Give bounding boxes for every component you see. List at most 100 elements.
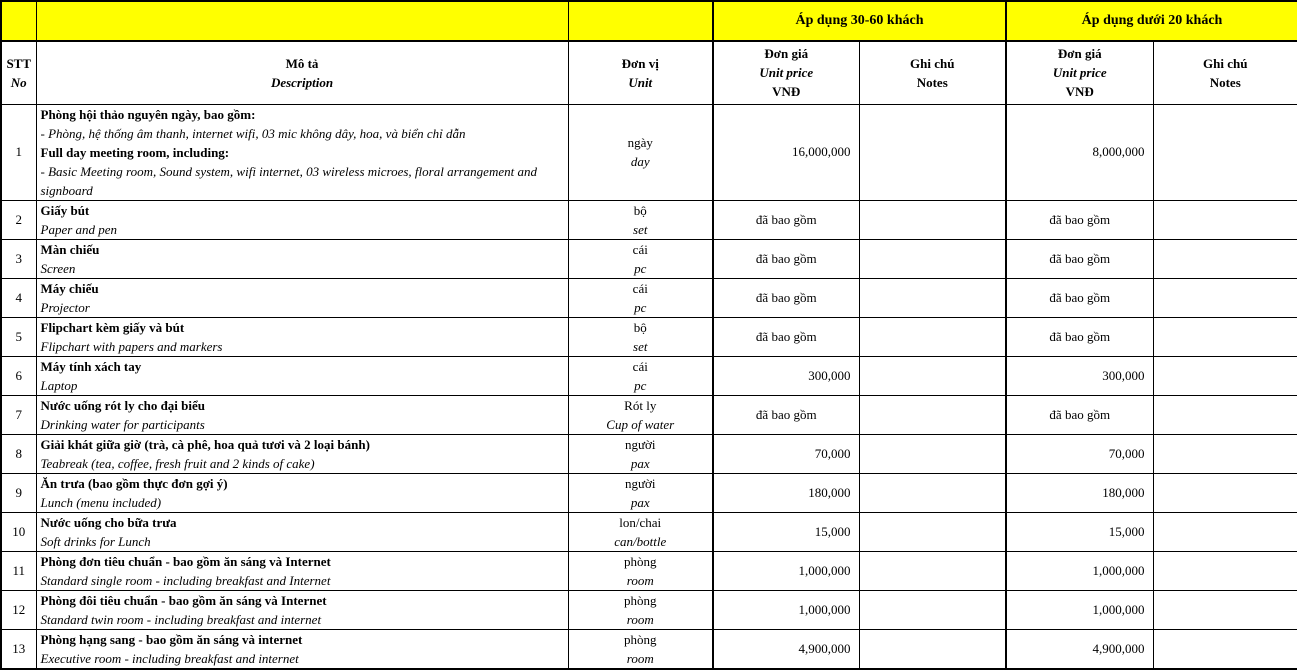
row-number-cell: 1 bbox=[1, 104, 36, 200]
col-header-no-en: No bbox=[2, 73, 36, 92]
notes-30-60-cell bbox=[859, 104, 1006, 200]
description-line: Phòng hội thảo nguyên ngày, bao gồm: bbox=[41, 105, 564, 124]
unit-vietnamese: cái bbox=[569, 240, 713, 259]
unit-vietnamese: cái bbox=[569, 279, 713, 298]
col-header-description: Mô tả Description bbox=[36, 41, 568, 104]
notes-under-20-cell bbox=[1153, 356, 1297, 395]
group-header-30-60-guests: Áp dụng 30-60 khách bbox=[713, 1, 1006, 41]
table-row: 8 Giải khát giữa giờ (trà, cà phê, hoa q… bbox=[1, 434, 1297, 473]
description-line: Phòng đơn tiêu chuẩn - bao gồm ăn sáng v… bbox=[41, 552, 564, 571]
unit-cell: cái pc bbox=[568, 278, 713, 317]
unit-english: pc bbox=[569, 259, 713, 278]
notes-under-20-cell bbox=[1153, 512, 1297, 551]
unit-cell: cái pc bbox=[568, 356, 713, 395]
col-header-currency-vnd: VNĐ bbox=[1007, 82, 1153, 101]
unit-cell: người pax bbox=[568, 434, 713, 473]
description-line: Paper and pen bbox=[41, 220, 564, 239]
col-header-unitprice-en: Unit price bbox=[1007, 63, 1153, 82]
unit-english: day bbox=[569, 152, 713, 171]
unit-cell: bộ set bbox=[568, 317, 713, 356]
unit-vietnamese: phòng bbox=[569, 552, 713, 571]
description-line: Máy tính xách tay bbox=[41, 357, 564, 376]
unit-english: set bbox=[569, 337, 713, 356]
description-cell: Phòng hội thảo nguyên ngày, bao gồm:- Ph… bbox=[36, 104, 568, 200]
row-number-cell: 10 bbox=[1, 512, 36, 551]
unit-price-30-60-cell: đã bao gồm bbox=[713, 278, 859, 317]
description-line: Drinking water for participants bbox=[41, 415, 564, 434]
row-number-cell: 3 bbox=[1, 239, 36, 278]
unit-price-under-20-cell: 300,000 bbox=[1006, 356, 1153, 395]
unit-price-under-20-cell: đã bao gồm bbox=[1006, 239, 1153, 278]
unit-english: pax bbox=[569, 454, 713, 473]
unit-vietnamese: phòng bbox=[569, 630, 713, 649]
description-line: Flipchart kèm giấy và bút bbox=[41, 318, 564, 337]
description-lines: Phòng hội thảo nguyên ngày, bao gồm:- Ph… bbox=[41, 105, 564, 200]
col-header-stt-vi: STT bbox=[2, 54, 36, 73]
col-header-dongia-vi: Đơn giá bbox=[714, 44, 859, 63]
unit-price-under-20-cell: 180,000 bbox=[1006, 473, 1153, 512]
description-line: Nước uống cho bữa trưa bbox=[41, 513, 564, 532]
col-header-ghichu-vi: Ghi chú bbox=[1154, 54, 1297, 73]
unit-price-30-60-cell: 300,000 bbox=[713, 356, 859, 395]
unit-price-30-60-cell: 180,000 bbox=[713, 473, 859, 512]
group-header-empty-description bbox=[36, 1, 568, 41]
description-cell: Giải khát giữa giờ (trà, cà phê, hoa quả… bbox=[36, 434, 568, 473]
description-line: Flipchart with papers and markers bbox=[41, 337, 564, 356]
unit-price-30-60-cell: đã bao gồm bbox=[713, 239, 859, 278]
row-number-cell: 8 bbox=[1, 434, 36, 473]
notes-under-20-cell bbox=[1153, 551, 1297, 590]
description-line: Máy chiếu bbox=[41, 279, 564, 298]
notes-30-60-cell bbox=[859, 356, 1006, 395]
description-cell: Ăn trưa (bao gồm thực đơn gợi ý)Lunch (m… bbox=[36, 473, 568, 512]
col-header-notes-30-60: Ghi chú Notes bbox=[859, 41, 1006, 104]
group-header-row: Áp dụng 30-60 khách Áp dụng dưới 20 khác… bbox=[1, 1, 1297, 41]
unit-cell: phòng room bbox=[568, 551, 713, 590]
unit-vietnamese: cái bbox=[569, 357, 713, 376]
notes-30-60-cell bbox=[859, 395, 1006, 434]
notes-under-20-cell bbox=[1153, 278, 1297, 317]
notes-under-20-cell bbox=[1153, 395, 1297, 434]
col-header-stt: STT No bbox=[1, 41, 36, 104]
col-header-notes-under-20: Ghi chú Notes bbox=[1153, 41, 1297, 104]
row-number-cell: 9 bbox=[1, 473, 36, 512]
notes-30-60-cell bbox=[859, 434, 1006, 473]
col-header-donvi-vi: Đơn vị bbox=[569, 54, 713, 73]
col-header-unit-en: Unit bbox=[569, 73, 713, 92]
notes-30-60-cell bbox=[859, 551, 1006, 590]
description-lines: Giải khát giữa giờ (trà, cà phê, hoa quả… bbox=[41, 435, 564, 473]
description-line: Giấy bút bbox=[41, 201, 564, 220]
unit-english: pc bbox=[569, 376, 713, 395]
table-row: 12 Phòng đôi tiêu chuẩn - bao gồm ăn sán… bbox=[1, 590, 1297, 629]
unit-english: pc bbox=[569, 298, 713, 317]
description-line: Phòng đôi tiêu chuẩn - bao gồm ăn sáng v… bbox=[41, 591, 564, 610]
group-header-under-20-guests: Áp dụng dưới 20 khách bbox=[1006, 1, 1297, 41]
group-header-empty-unit bbox=[568, 1, 713, 41]
description-line: Laptop bbox=[41, 376, 564, 395]
unit-vietnamese: người bbox=[569, 435, 713, 454]
notes-under-20-cell bbox=[1153, 200, 1297, 239]
description-lines: Phòng đơn tiêu chuẩn - bao gồm ăn sáng v… bbox=[41, 552, 564, 590]
unit-price-30-60-cell: đã bao gồm bbox=[713, 317, 859, 356]
unit-english: set bbox=[569, 220, 713, 239]
unit-english: pax bbox=[569, 493, 713, 512]
row-number-cell: 7 bbox=[1, 395, 36, 434]
unit-price-under-20-cell: đã bao gồm bbox=[1006, 278, 1153, 317]
notes-under-20-cell bbox=[1153, 473, 1297, 512]
description-lines: Ăn trưa (bao gồm thực đơn gợi ý)Lunch (m… bbox=[41, 474, 564, 512]
description-line: Soft drinks for Lunch bbox=[41, 532, 564, 551]
unit-price-under-20-cell: 4,900,000 bbox=[1006, 629, 1153, 669]
notes-under-20-cell bbox=[1153, 629, 1297, 669]
row-number-cell: 12 bbox=[1, 590, 36, 629]
description-line: - Basic Meeting room, Sound system, wifi… bbox=[41, 162, 564, 200]
